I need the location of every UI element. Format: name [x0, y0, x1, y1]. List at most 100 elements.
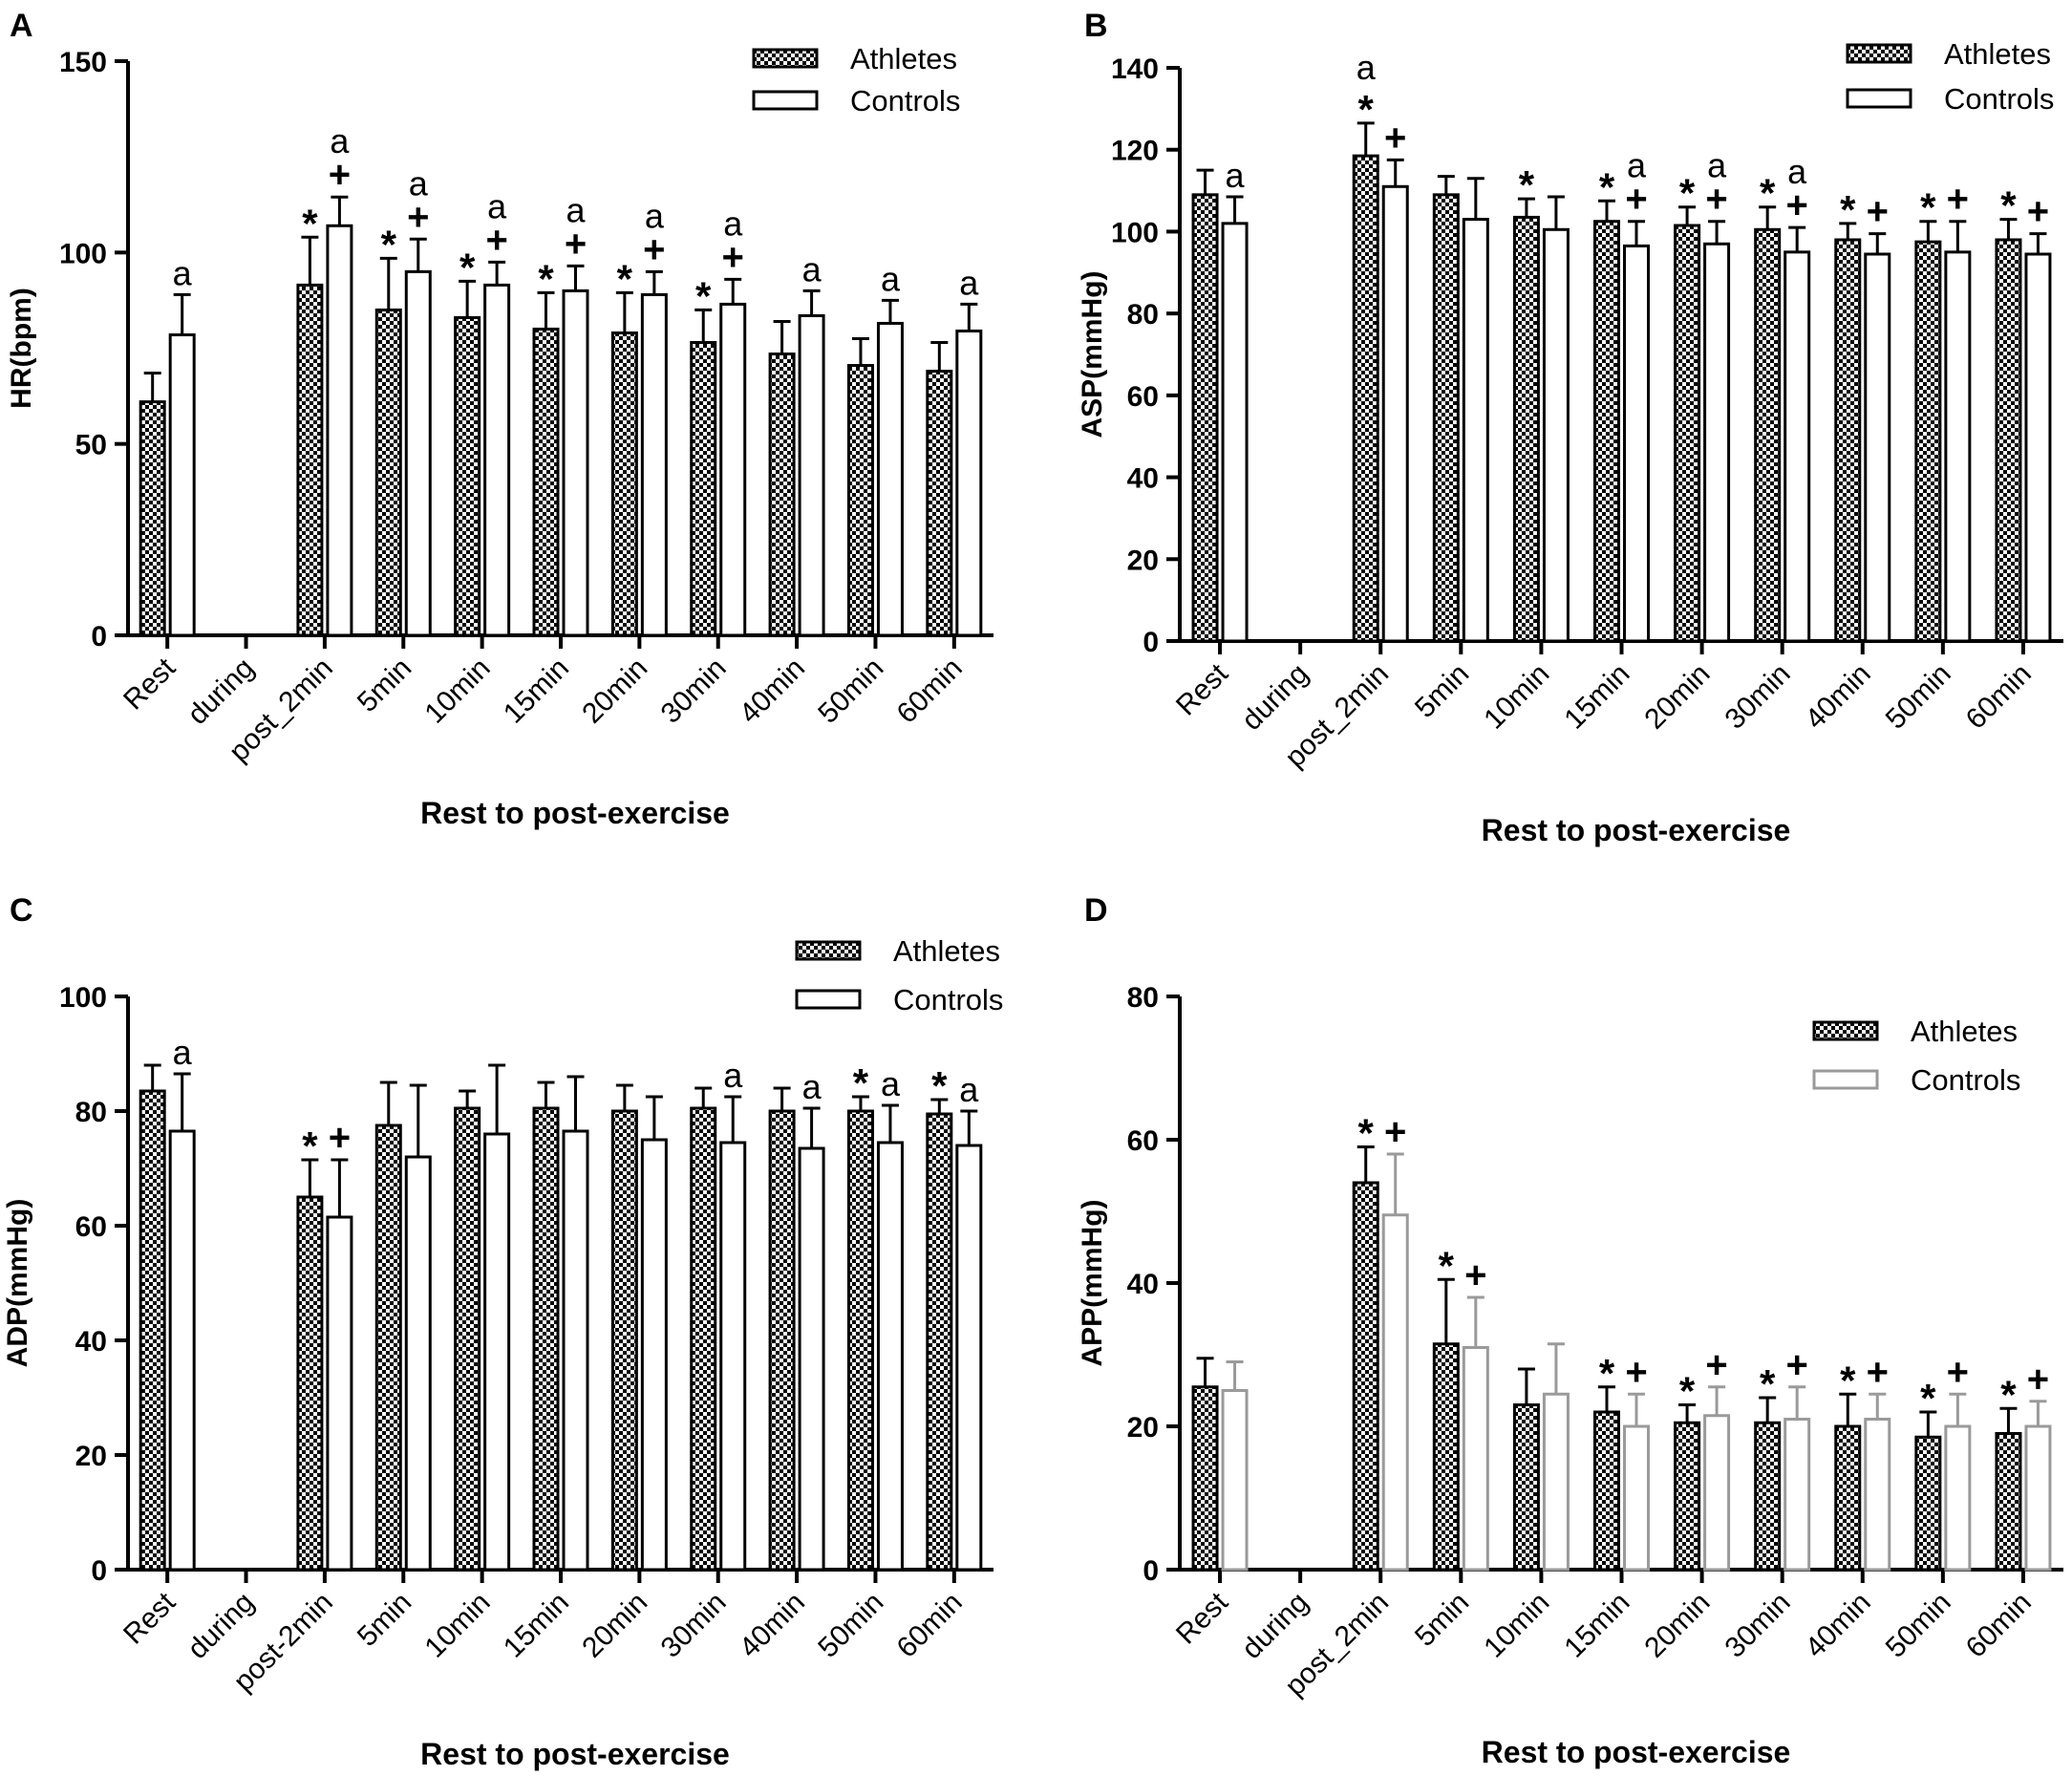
legend: Athletes Controls — [752, 42, 960, 118]
bar-controls — [326, 1215, 353, 1572]
y-axis-label: ASP(mmHg) — [1077, 270, 1108, 438]
panel-d: D 0 20 40 60 80 APP(mmHg) Rest to post-exercise… — [1036, 888, 2072, 1776]
bar-controls — [1542, 1392, 1570, 1572]
x-tick-label: 5min — [352, 1587, 417, 1653]
bar-athletes — [296, 283, 324, 637]
significance-mark: a — [802, 249, 822, 289]
panel-b: B 0 20 40 60 80 100 120 140 ASP(mmHg) Rest to post… — [1036, 0, 2072, 888]
x-tick-label: Rest — [1170, 657, 1234, 721]
bar-athletes — [1191, 1385, 1219, 1572]
significance-mark: a — [645, 196, 665, 235]
bar-athletes — [1914, 1435, 1942, 1572]
y-tick-label: 0 — [1143, 1555, 1159, 1587]
x-tick-label: 5min — [1409, 1587, 1475, 1653]
y-axis-label: ADP(mmHg) — [2, 1199, 33, 1368]
x-tick-label: during — [182, 1587, 260, 1665]
y-tick-label: 140 — [1111, 53, 1159, 85]
legend-swatch-athletes — [1846, 43, 1912, 64]
significance-mark: * — [853, 1060, 869, 1105]
bar-athletes — [1754, 1421, 1782, 1572]
bar-controls — [168, 332, 196, 637]
panel-letter: B — [1084, 8, 1108, 44]
significance-mark: a — [1226, 156, 1246, 195]
significance-mark: + — [485, 219, 507, 261]
significance-mark: a — [173, 1033, 193, 1072]
x-tick-label: 30min — [1720, 658, 1797, 736]
significance-mark: + — [1384, 117, 1406, 159]
x-tick-label: 10min — [418, 1587, 496, 1664]
bar-athletes — [1191, 193, 1219, 643]
y-tick-label: 60 — [1127, 381, 1159, 413]
legend: Athletes Controls — [1812, 1015, 2020, 1097]
bar-controls — [1864, 252, 1891, 643]
legend-swatch-controls — [752, 90, 819, 111]
significance-mark: + — [722, 236, 744, 278]
x-tick-label: 20min — [1638, 658, 1716, 736]
bar-athletes — [374, 308, 402, 637]
bar-controls — [1462, 218, 1489, 643]
bar-controls — [876, 1141, 904, 1572]
bar-athletes — [1674, 224, 1701, 643]
significance-mark: a — [330, 121, 350, 160]
legend-swatch-controls — [1846, 88, 1912, 109]
significance-mark: + — [1786, 184, 1808, 226]
bar-controls — [1221, 222, 1249, 643]
significance-mark: a — [1627, 146, 1647, 185]
bar-athletes — [846, 1109, 874, 1572]
bar-athletes — [846, 364, 874, 637]
bar-athletes — [610, 1109, 638, 1572]
legend: Athletes Controls — [795, 934, 1003, 1016]
significance-mark: + — [2027, 191, 2049, 233]
x-tick-label: 60min — [1960, 1587, 2038, 1664]
significance-mark: + — [1625, 1351, 1647, 1393]
bar-controls — [1944, 250, 1972, 643]
legend: Athletes Controls — [1846, 37, 2054, 116]
significance-mark: * — [695, 273, 712, 318]
bar-controls — [955, 1144, 983, 1572]
bar-athletes — [690, 1106, 717, 1572]
x-axis-label: Rest to post-exercise — [420, 1737, 730, 1771]
bar-controls — [1623, 1424, 1650, 1572]
legend-label-controls: Controls — [893, 983, 1003, 1016]
significance-mark: + — [1947, 179, 1969, 221]
bar-athletes — [1995, 1432, 2022, 1572]
bar-athletes — [1432, 1342, 1460, 1572]
bar-athletes — [532, 1106, 560, 1572]
bar-controls — [1623, 244, 1650, 643]
x-tick-label: 10min — [1478, 1587, 1555, 1664]
x-tick-label: 20min — [576, 653, 653, 730]
x-tick-label: 50min — [1880, 658, 1957, 736]
y-tick-label: 0 — [91, 1555, 107, 1587]
significance-mark: + — [1786, 1344, 1808, 1386]
significance-mark: * — [1358, 1111, 1375, 1156]
bar-athletes — [1593, 1410, 1620, 1572]
legend-swatch-athletes — [795, 940, 862, 961]
significance-mark: * — [1599, 1351, 1615, 1396]
bar-controls — [798, 1146, 825, 1572]
x-tick-label: 40min — [1800, 1587, 1877, 1664]
bar-controls — [2024, 1424, 2052, 1572]
bar-controls — [955, 329, 983, 637]
legend-swatch-athletes — [1812, 1020, 1879, 1041]
significance-mark: * — [381, 222, 397, 267]
y-tick-label: 150 — [59, 47, 107, 78]
legend-label-athletes: Athletes — [1944, 37, 2051, 71]
panel-letter: A — [10, 8, 33, 44]
chart-svg-c: C 0 20 40 60 80 100 ADP(mmHg) Rest to post-exerc… — [2, 892, 1003, 1771]
bar-athletes — [532, 327, 560, 637]
bar-controls — [798, 313, 825, 637]
significance-mark: + — [1464, 1254, 1486, 1296]
x-tick-label: 50min — [812, 1587, 889, 1664]
significance-mark: * — [1358, 87, 1375, 132]
y-tick-label: 20 — [1127, 545, 1159, 576]
x-tick-label: 10min — [418, 653, 496, 730]
bar-athletes — [139, 400, 166, 637]
significance-mark: + — [643, 228, 665, 270]
x-tick-label: Rest — [117, 1586, 182, 1650]
bar-athletes — [1674, 1421, 1701, 1572]
x-tick-label: 15min — [498, 1587, 575, 1664]
x-tick-label: during — [182, 653, 260, 731]
bar-athletes — [296, 1195, 324, 1572]
bar-athletes — [768, 353, 796, 637]
bar-controls — [1784, 1418, 1811, 1572]
